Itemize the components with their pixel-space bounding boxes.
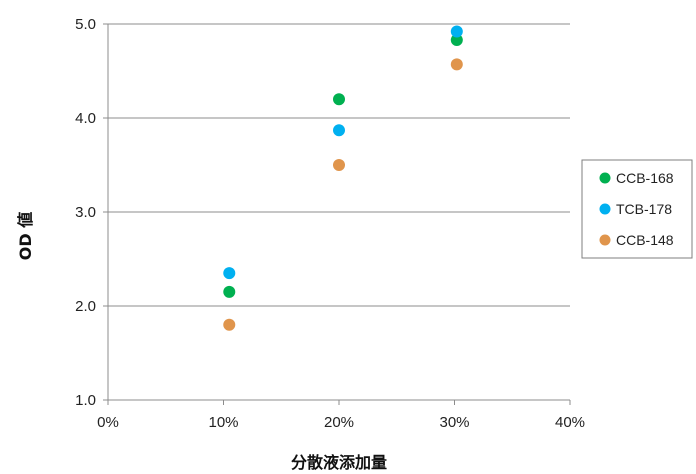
- data-point-ccb-148: [223, 318, 236, 331]
- legend-marker: [599, 234, 611, 246]
- legend-label: CCB-168: [616, 170, 674, 186]
- y-tick-label: 3.0: [75, 204, 96, 221]
- y-tick-label: 1.0: [75, 392, 96, 409]
- y-axis-label: OD 値: [16, 212, 35, 260]
- y-tick-labels: 1.0 2.0 3.0 4.0 5.0: [75, 16, 96, 409]
- data-point-ccb-148: [333, 159, 345, 171]
- y-tick-label: 4.0: [75, 110, 96, 127]
- data-points: [223, 25, 463, 331]
- data-point-tcb-178: [223, 267, 236, 280]
- legend-marker: [599, 203, 611, 215]
- y-tick-label: 2.0: [75, 298, 96, 315]
- data-point-ccb-168: [333, 93, 345, 106]
- x-tick-label: 0%: [97, 414, 119, 431]
- data-point-ccb-168: [450, 33, 463, 46]
- axes: [103, 23, 571, 405]
- x-tick-label: 40%: [555, 414, 585, 431]
- y-tick-label: 5.0: [75, 16, 96, 33]
- data-point-ccb-168: [223, 285, 236, 298]
- legend-marker: [599, 172, 611, 184]
- data-point-tcb-178: [450, 25, 463, 38]
- data-point-tcb-178: [333, 124, 345, 137]
- x-tick-label: 30%: [439, 414, 469, 431]
- gridlines: [108, 23, 570, 307]
- x-tick-labels: 0% 10% 20% 30% 40%: [97, 414, 585, 431]
- legend: CCB-168 TCB-178 CCB-148: [581, 159, 693, 259]
- legend-label: CCB-148: [616, 232, 674, 248]
- x-tick-label: 20%: [324, 414, 354, 431]
- x-axis-label: 分散液添加量: [291, 453, 387, 472]
- legend-label: TCB-178: [616, 201, 672, 217]
- x-tick-label: 10%: [208, 414, 238, 431]
- data-point-ccb-148: [450, 58, 463, 71]
